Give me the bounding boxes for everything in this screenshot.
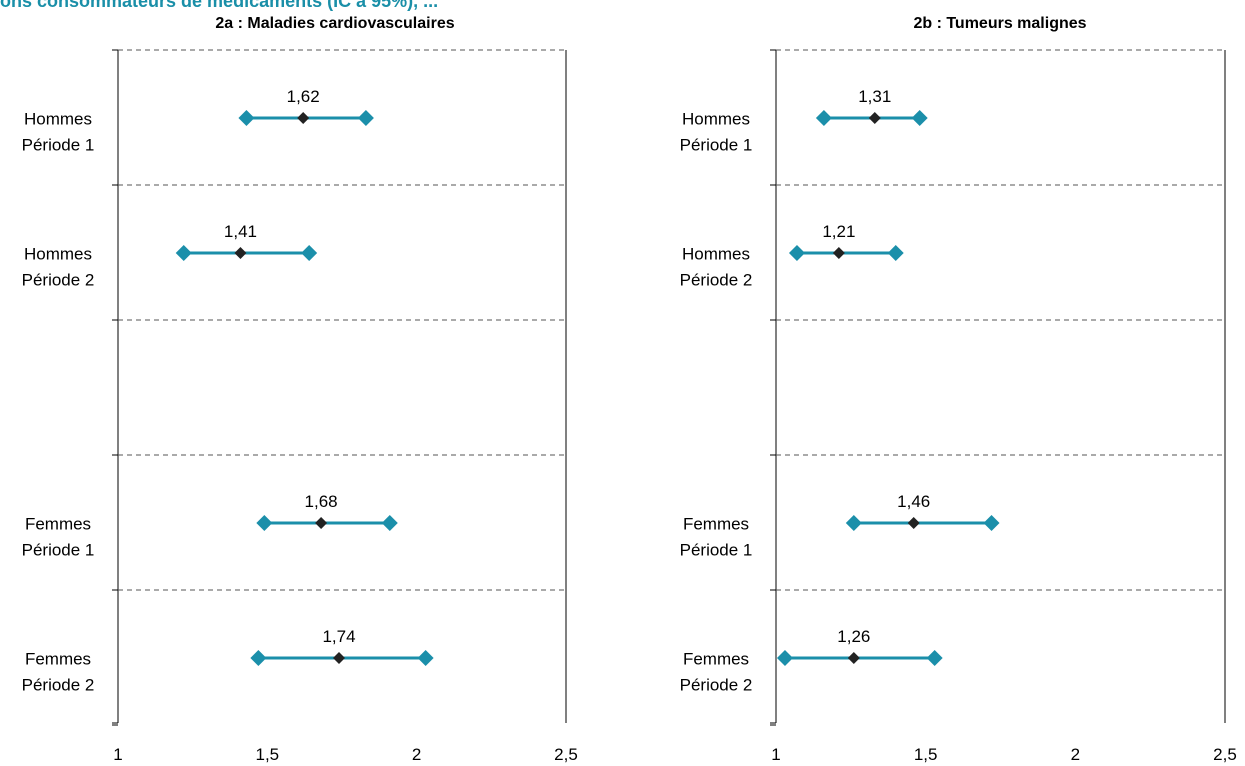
ci-high-marker — [983, 515, 1000, 531]
category-label-sex: Hommes — [24, 110, 92, 129]
estimate-marker — [847, 652, 860, 664]
category-label-period: Période 1 — [680, 136, 753, 155]
estimate-value-label: 1,46 — [897, 492, 930, 511]
estimate-marker — [297, 112, 310, 124]
x-tick-label: 1,5 — [914, 745, 938, 764]
category-label-period: Période 1 — [22, 541, 95, 560]
estimate-value-label: 1,26 — [837, 627, 870, 646]
category-label-sex: Hommes — [24, 245, 92, 264]
category-label-sex: Hommes — [682, 110, 750, 129]
category-label-period: Période 2 — [22, 271, 95, 290]
x-tick-label: 2 — [412, 745, 421, 764]
ci-low-marker — [815, 110, 832, 126]
estimate-value-label: 1,41 — [224, 222, 257, 241]
category-label-sex: Femmes — [25, 650, 91, 669]
estimate-marker — [832, 247, 845, 259]
ci-high-marker — [926, 650, 943, 666]
category-label-sex: Femmes — [25, 515, 91, 534]
ci-high-marker — [357, 110, 374, 126]
category-label-period: Période 1 — [22, 136, 95, 155]
ci-high-marker — [417, 650, 434, 666]
ci-high-marker — [381, 515, 398, 531]
ci-high-marker — [301, 245, 318, 261]
ci-low-marker — [238, 110, 255, 126]
ci-high-marker — [887, 245, 904, 261]
ci-low-marker — [256, 515, 273, 531]
estimate-marker — [234, 247, 247, 259]
category-label-period: Période 2 — [22, 676, 95, 695]
ci-high-marker — [911, 110, 928, 126]
estimate-value-label: 1,62 — [287, 87, 320, 106]
partial-header-text: ons consommateurs de médicaments (IC à 9… — [0, 0, 439, 11]
ci-low-marker — [845, 515, 862, 531]
category-label-sex: Hommes — [682, 245, 750, 264]
x-tick-label: 2,5 — [554, 745, 578, 764]
ci-low-marker — [776, 650, 793, 666]
estimate-marker — [333, 652, 346, 664]
category-label-sex: Femmes — [683, 515, 749, 534]
estimate-marker — [315, 517, 328, 529]
x-tick-label: 1 — [771, 745, 780, 764]
estimate-value-label: 1,74 — [322, 627, 355, 646]
x-tick-label: 2,5 — [1213, 745, 1237, 764]
estimate-marker — [907, 517, 920, 529]
x-tick-label: 1,5 — [256, 745, 280, 764]
category-label-period: Période 2 — [680, 271, 753, 290]
panel-title: 2b : Tumeurs malignes — [913, 15, 1086, 32]
ci-low-marker — [175, 245, 192, 261]
category-label-period: Période 1 — [680, 541, 753, 560]
ci-low-marker — [250, 650, 267, 666]
estimate-value-label: 1,21 — [822, 222, 855, 241]
ci-low-marker — [788, 245, 805, 261]
panel-title: 2a : Maladies cardiovasculaires — [215, 15, 454, 32]
estimate-value-label: 1,68 — [305, 492, 338, 511]
x-tick-label: 1 — [113, 745, 122, 764]
category-label-sex: Femmes — [683, 650, 749, 669]
x-tick-label: 2 — [1071, 745, 1080, 764]
category-label-period: Période 2 — [680, 676, 753, 695]
estimate-marker — [868, 112, 881, 124]
estimate-value-label: 1,31 — [858, 87, 891, 106]
